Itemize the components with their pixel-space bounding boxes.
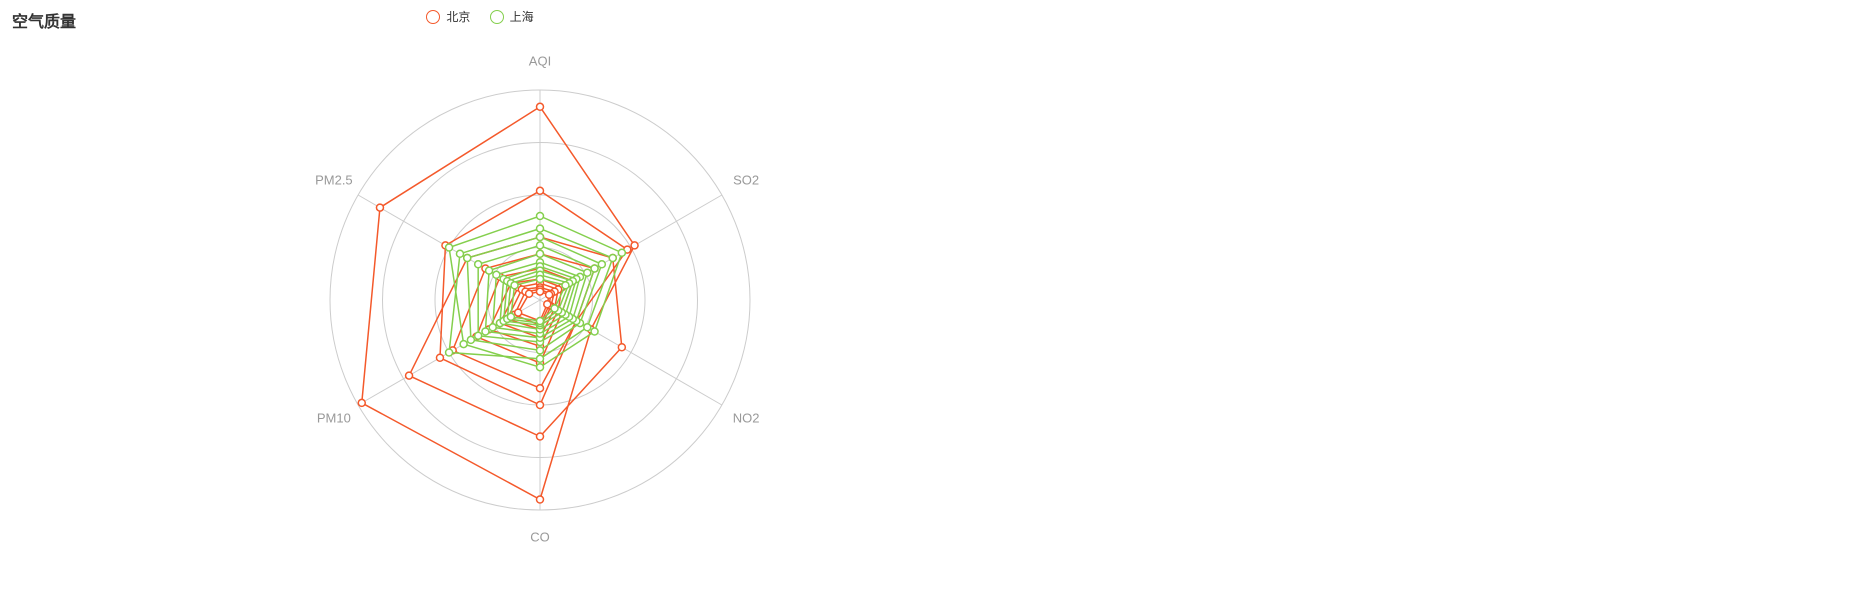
axis-label: PM10 [317, 410, 351, 425]
axis-label: NO2 [733, 410, 760, 425]
legend-label: 北京 [446, 8, 470, 25]
axis-label: SO2 [733, 172, 759, 187]
chart-legend: 北京 上海 [0, 8, 960, 27]
legend-item-shanghai[interactable]: 上海 [490, 8, 534, 25]
legend-label: 上海 [510, 8, 534, 25]
radar-chart: AQI SO2 NO2 CO PM10 PM2.5 [240, 30, 840, 615]
legend-marker-icon [490, 10, 504, 24]
axis-label: CO [530, 529, 550, 544]
legend-item-beijing[interactable]: 北京 [426, 8, 470, 25]
axis-label: PM2.5 [315, 172, 353, 187]
axis-label: AQI [529, 53, 551, 68]
legend-marker-icon [426, 10, 440, 24]
